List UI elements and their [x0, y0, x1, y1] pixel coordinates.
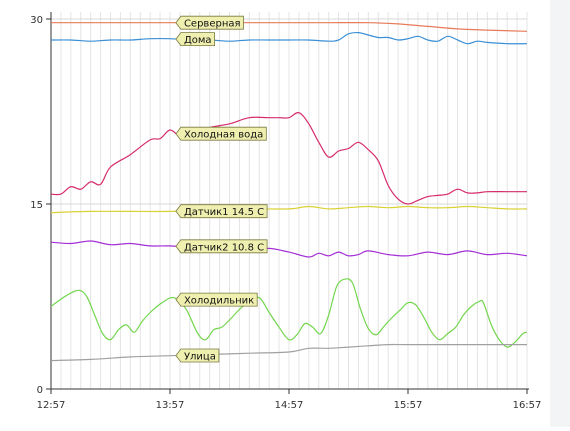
series-label-flag [175, 126, 267, 141]
series-label-text: Улица [184, 352, 216, 363]
series-label-flag [175, 32, 216, 46]
series-label-3: Холодная вода [175, 126, 267, 141]
series-label-1: Серверная [175, 15, 244, 30]
series-label-text: Холодильник [184, 296, 254, 307]
series-label-2: Дома [175, 32, 216, 46]
series-label-flag [175, 292, 258, 307]
series-label-flag [175, 15, 244, 30]
series-label-flag [175, 348, 220, 363]
series-label-text: Датчик2 10.8 C [184, 242, 264, 253]
axes: 0 15 30 12:57 13:57 14:57 15:57 16:57 [30, 12, 541, 411]
side-panel-edge [550, 0, 570, 427]
series-lines [51, 22, 528, 362]
series-labels: Серверная Дома Холодная вода Датчик1 14.5 C… [175, 15, 268, 363]
series-label-6: Холодильник [175, 292, 258, 307]
x-tick-label: 13:57 [156, 400, 185, 411]
series-label-flag [175, 204, 268, 219]
series-label-text: Серверная [184, 19, 241, 30]
series-line-6 [51, 278, 528, 348]
grid [50, 12, 528, 390]
series-label-4: Датчик1 14.5 C [175, 204, 268, 219]
series-label-5: Датчик2 10.8 C [175, 239, 268, 254]
series-line-5 [51, 240, 528, 258]
y-tick-label: 15 [30, 200, 43, 211]
x-tick-label: 12:57 [37, 400, 66, 411]
series-line-7 [51, 343, 527, 362]
y-tick-label: 30 [30, 15, 43, 26]
series-line-4 [51, 205, 528, 214]
series-label-text: Холодная вода [184, 130, 263, 141]
y-tick-label: 0 [37, 385, 43, 396]
series-line-3 [51, 111, 527, 205]
series-line-2 [51, 31, 528, 45]
chart: 0 15 30 12:57 13:57 14:57 15:57 16:57 Серверная… [30, 12, 541, 411]
series-label-flag [175, 239, 268, 254]
line-chart: 0 15 30 12:57 13:57 14:57 15:57 16:57 Серверная… [30, 12, 541, 411]
x-tick-label: 15:57 [394, 400, 423, 411]
series-label-text: Дома [184, 35, 212, 46]
x-tick-label: 14:57 [275, 400, 304, 411]
x-tick-label: 16:57 [513, 400, 542, 411]
series-label-text: Датчик1 14.5 C [184, 207, 264, 218]
series-label-7: Улица [175, 348, 220, 363]
series-line-1 [51, 22, 528, 32]
